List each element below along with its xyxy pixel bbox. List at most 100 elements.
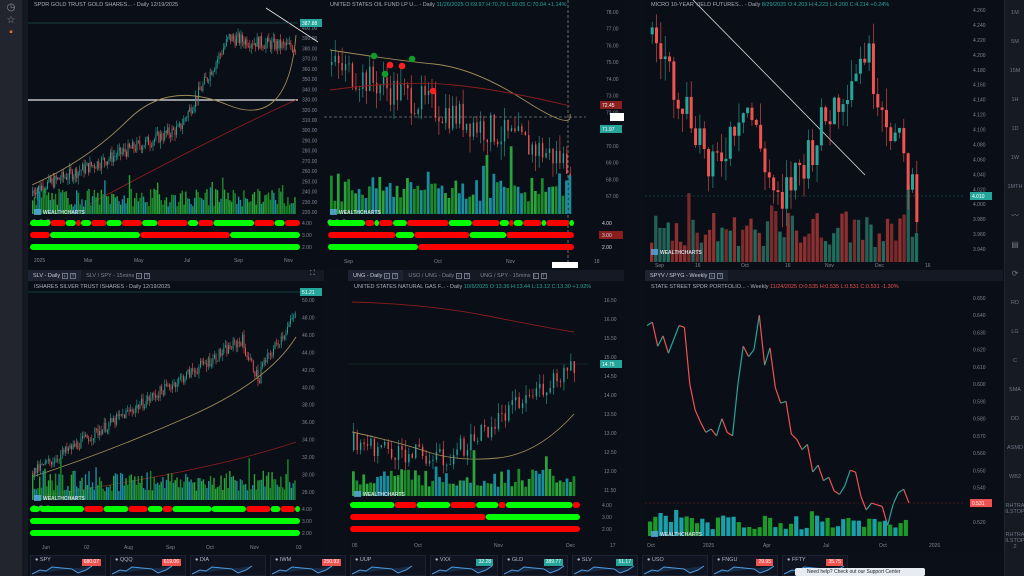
chart-panel-gld[interactable]: 400.00 390.00 380.00 370.00 360.00 350.00 340.…: [28, 0, 324, 268]
toolbar-wb2[interactable]: WB2: [1009, 474, 1021, 480]
toolbar-c[interactable]: C: [1013, 358, 1017, 364]
ticker-price: 389.77: [543, 559, 563, 566]
ticker-price: 32.28: [476, 559, 493, 566]
toolbar-1d[interactable]: 1D: [1011, 126, 1019, 132]
ticker-dia[interactable]: ● DIA: [190, 555, 266, 576]
svg-text:240.00: 240.00: [302, 190, 318, 196]
svg-text:WEALTHCHARTS: WEALTHCHARTS: [43, 210, 86, 216]
svg-text:220.00: 220.00: [302, 210, 318, 216]
tabs-ung: UNG - Daily L T USO / UNG - Daily L T UNG / …: [348, 270, 624, 281]
svg-text:0.540: 0.540: [973, 486, 986, 492]
svg-text:4.000: 4.000: [973, 202, 986, 208]
ticker-gld[interactable]: ● GLD 389.77: [502, 555, 568, 576]
svg-text:4.200: 4.200: [973, 53, 986, 59]
sparkline: [352, 565, 413, 575]
toolbar-15m[interactable]: 15M: [1009, 68, 1021, 74]
toolbar-1m[interactable]: 1M: [1011, 10, 1019, 16]
svg-text:36.00: 36.00: [302, 420, 315, 426]
svg-text:230.00: 230.00: [302, 200, 318, 206]
chart-canvas[interactable]: 4.260 4.240 4.220 4.200 4.180 4.160 4.140 4.120…: [645, 0, 1003, 268]
svg-text:2025: 2025: [703, 543, 714, 549]
chart-canvas[interactable]: 400.00 390.00 380.00 370.00 360.00 350.00 340.…: [28, 0, 324, 268]
ticker-iwm[interactable]: ● IWM 250.93: [270, 555, 346, 576]
ticker-slv[interactable]: ● SLV 51.17: [572, 555, 638, 576]
ticker-fngu[interactable]: ● FNGU 29.95: [712, 555, 778, 576]
ticker-vxx[interactable]: ● VXX 32.28: [430, 555, 498, 576]
svg-text:30.00: 30.00: [302, 473, 315, 479]
tab-slv-spy[interactable]: SLV / SPY - 15mins L T: [86, 272, 151, 279]
svg-text:370.00: 370.00: [302, 57, 318, 63]
svg-text:2.00: 2.00: [602, 527, 612, 533]
ticker-uup[interactable]: ● UUP: [350, 555, 426, 576]
tab-spyv-spyg[interactable]: SPYV / SPYG - Weekly L T: [645, 270, 729, 281]
svg-text:2025: 2025: [34, 258, 45, 264]
toolbar-rd[interactable]: RD: [1011, 300, 1019, 306]
ticker-price: 35.75: [826, 559, 843, 566]
toolbar-1h[interactable]: 1H: [1011, 97, 1019, 103]
clock-icon[interactable]: ◷: [6, 2, 16, 13]
svg-text:16.50: 16.50: [604, 298, 617, 304]
svg-text:310.00: 310.00: [302, 118, 318, 124]
svg-text:72.45: 72.45: [602, 103, 615, 109]
chart-canvas[interactable]: 78.0077.0076.0075.0074.0073.0072.0071.00…: [324, 0, 624, 268]
chart-panel-ung[interactable]: 16.50 16.00 15.50 15.00 14.50 14.00 13.50 13.00…: [348, 282, 624, 552]
tab-ung-spy[interactable]: UNG / SPY - 15mins L T: [480, 272, 547, 279]
svg-text:Nov: Nov: [506, 259, 515, 265]
svg-text:05: 05: [352, 543, 358, 549]
chart-canvas[interactable]: 0.650 0.640 0.630 0.620 0.610 0.600 0.590 0.580…: [645, 282, 1003, 552]
svg-text:15.50: 15.50: [604, 336, 617, 342]
svg-text:16.00: 16.00: [604, 317, 617, 323]
chart-panel-10y[interactable]: 4.260 4.240 4.220 4.200 4.180 4.160 4.140 4.120…: [645, 0, 1003, 268]
svg-text:48.00: 48.00: [302, 315, 315, 321]
sparkline: [192, 565, 253, 575]
support-tooltip[interactable]: Need help? Check out our Support Center: [795, 568, 925, 576]
ticker-symbol: ● GLD: [507, 557, 524, 563]
svg-text:Apr: Apr: [763, 543, 771, 549]
svg-text:320.00: 320.00: [302, 108, 318, 114]
svg-text:0.630: 0.630: [973, 330, 986, 336]
svg-text:3.00: 3.00: [302, 519, 312, 525]
svg-text:Jun: Jun: [42, 545, 50, 551]
refresh-icon[interactable]: ⟳: [1011, 269, 1019, 278]
tab-ung-daily[interactable]: UNG - Daily L T: [348, 270, 404, 281]
toolbar-asmd[interactable]: ASMD: [1007, 445, 1023, 451]
toolbar-lg[interactable]: LG: [1011, 329, 1019, 335]
sparkline: [644, 565, 705, 575]
svg-text:Oct: Oct: [434, 259, 442, 265]
star-icon[interactable]: ☆: [6, 15, 16, 26]
tab-slv-daily[interactable]: SLV - Daily L T: [28, 270, 82, 281]
toolbar-rhtra-ilstop-2[interactable]: RHTRA ILSTOP 2: [1005, 532, 1024, 550]
svg-text:Sep: Sep: [344, 259, 353, 265]
chart-canvas[interactable]: 16.50 16.00 15.50 15.00 14.50 14.00 13.50 13.00…: [348, 282, 624, 552]
ticker-uso[interactable]: ● USO: [642, 555, 708, 576]
svg-text:51.21: 51.21: [302, 290, 315, 296]
toolbar-1mth[interactable]: 1MTH: [1007, 184, 1023, 190]
toolbar-dd[interactable]: DD: [1011, 416, 1019, 422]
svg-text:46.00: 46.00: [302, 333, 315, 339]
toolbar-rhtra-ilstop[interactable]: RHTRA ILSTOP: [1005, 503, 1024, 515]
chart-panel-slv[interactable]: 50.00 48.00 46.00 44.00 42.00 40.00 38.00 36.00…: [28, 282, 324, 552]
ticker-symbol: ● FFTY: [787, 557, 806, 563]
svg-text:68.00: 68.00: [606, 177, 619, 183]
ticker-qqq[interactable]: ● QQQ 619.06: [110, 555, 186, 576]
svg-text:330.00: 330.00: [302, 98, 318, 104]
ticker-spy[interactable]: ● SPY 680.07: [30, 555, 106, 576]
notes-icon[interactable]: ▤: [1011, 240, 1019, 249]
svg-text:Oct: Oct: [414, 543, 422, 549]
chart-panel-uso[interactable]: 78.0077.0076.0075.0074.0073.0072.0071.00…: [324, 0, 624, 268]
line-chart-icon[interactable]: 〰: [1011, 211, 1019, 220]
svg-text:3.00: 3.00: [602, 515, 612, 521]
svg-text:4.00: 4.00: [302, 221, 312, 227]
ticker-symbol: ● QQQ: [115, 557, 133, 563]
chart-panel-spyv[interactable]: 0.650 0.640 0.630 0.620 0.610 0.600 0.590 0.580…: [645, 282, 1003, 552]
toolbar-1w[interactable]: 1W: [1010, 155, 1020, 161]
tab-uso-ung[interactable]: USO / UNG - Daily L T: [408, 272, 471, 279]
toolbar-5m[interactable]: 5M: [1011, 39, 1019, 45]
svg-text:16: 16: [695, 263, 701, 268]
toolbar-sma[interactable]: SMA: [1009, 387, 1021, 393]
svg-text:Dec: Dec: [875, 263, 884, 268]
svg-text:4.040: 4.040: [973, 172, 986, 178]
maximize-icon[interactable]: ⛶: [310, 270, 315, 277]
apps-icon[interactable]: ▪: [9, 27, 13, 38]
chart-canvas[interactable]: 50.00 48.00 46.00 44.00 42.00 40.00 38.00 36.00…: [28, 282, 324, 552]
